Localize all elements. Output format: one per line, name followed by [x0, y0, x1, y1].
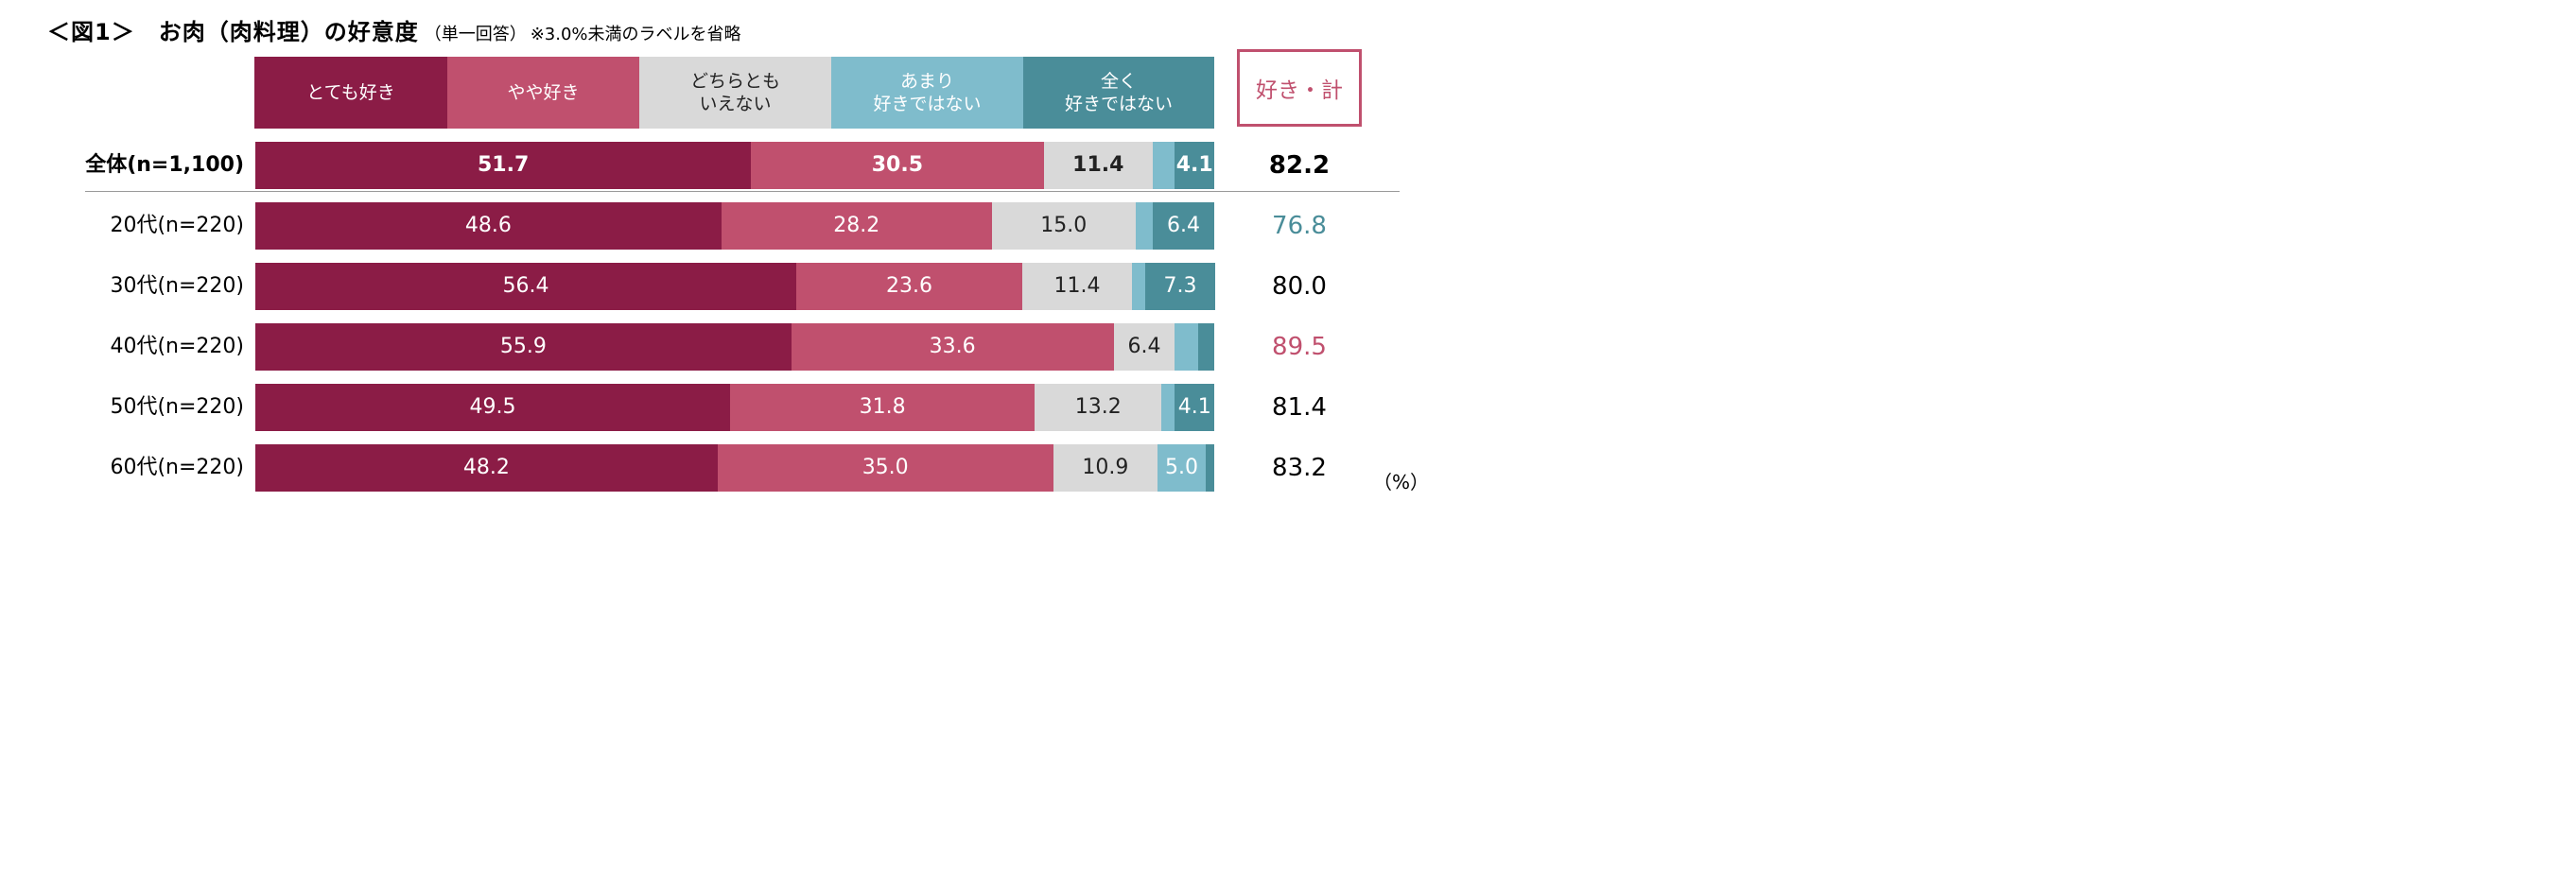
- data-label: 23.6: [886, 274, 933, 298]
- data-label: 30.5: [871, 153, 923, 177]
- bar-segment: [1022, 263, 1132, 310]
- chart-title: ＜図1＞ お肉（肉料理）の好意度 （単一回答） ※3.0%未満のラベルを省略: [47, 13, 741, 46]
- bar-segment: [1135, 202, 1154, 250]
- data-label: 4.1: [1177, 395, 1211, 419]
- bar-segment: [1205, 444, 1214, 492]
- data-label: 11.4: [1053, 274, 1101, 298]
- bar-segment: [255, 202, 722, 250]
- bar-segment: [255, 263, 796, 310]
- data-label: 28.2: [833, 214, 880, 237]
- bar-segment: [1161, 384, 1175, 431]
- data-label: 6.4: [1127, 335, 1161, 358]
- bar-segment: [1153, 202, 1214, 250]
- bar-segment: [1175, 142, 1214, 189]
- bar-segment: [791, 323, 1114, 371]
- legend-item-2: どちらとも いえない: [639, 57, 831, 129]
- data-label: 51.7: [477, 153, 530, 177]
- unit-label: （%）: [1373, 471, 1430, 493]
- bar-segment: [1175, 384, 1214, 431]
- bar-segment: [751, 142, 1044, 189]
- total-value: 76.8: [1272, 212, 1327, 240]
- divider: [85, 191, 1400, 192]
- data-label: 31.8: [859, 395, 906, 419]
- data-label: 7.3: [1163, 274, 1197, 298]
- bar-segment: [1113, 323, 1175, 371]
- total-value: 81.4: [1272, 393, 1327, 422]
- title-main: ＜図1＞ お肉（肉料理）の好意度: [47, 19, 419, 45]
- category-label: 20代(n=220): [110, 214, 244, 237]
- bar-segment: [991, 202, 1136, 250]
- total-value: 82.2: [1268, 151, 1331, 180]
- category-label: 30代(n=220): [110, 274, 244, 298]
- bar-segment: [255, 384, 730, 431]
- bar-segment: [1053, 444, 1158, 492]
- title-sub: （単一回答）: [424, 25, 527, 44]
- bar-segment: [1153, 142, 1175, 189]
- bar-segment: [1043, 142, 1154, 189]
- bar-segment: [721, 202, 992, 250]
- bar-segment: [795, 263, 1023, 310]
- bar-segment: [255, 444, 718, 492]
- bar-segment: [717, 444, 1053, 492]
- bar-segment: [255, 142, 752, 189]
- bar-segment: [1175, 323, 1198, 371]
- data-label: 56.4: [502, 274, 549, 298]
- data-label: 49.5: [469, 395, 516, 419]
- legend-item-1: やや好き: [447, 57, 639, 129]
- data-label: 5.0: [1165, 456, 1199, 479]
- category-label: 60代(n=220): [110, 456, 244, 479]
- data-label: 10.9: [1082, 456, 1129, 479]
- total-value: 83.2: [1272, 454, 1327, 482]
- bar-segment: [729, 384, 1036, 431]
- category-label: 全体(n=1,100): [85, 153, 244, 177]
- total-header: 好き・計: [1237, 49, 1362, 127]
- data-label: 4.1: [1175, 153, 1213, 177]
- bar-segment: [1035, 384, 1162, 431]
- data-label: 13.2: [1074, 395, 1122, 419]
- data-label: 11.4: [1072, 153, 1124, 177]
- legend-item-0: とても好き: [254, 57, 447, 129]
- data-label: 48.2: [462, 456, 510, 479]
- bar-segment: [1144, 263, 1215, 310]
- legend-item-3: あまり 好きではない: [831, 57, 1023, 129]
- title-note: ※3.0%未満のラベルを省略: [530, 25, 741, 44]
- bar-segment: [255, 323, 792, 371]
- data-label: 15.0: [1040, 214, 1088, 237]
- legend-item-4: 全く 好きではない: [1023, 57, 1214, 129]
- total-value: 89.5: [1272, 333, 1327, 361]
- bar-segment: [1131, 263, 1145, 310]
- total-value: 80.0: [1272, 272, 1327, 301]
- bar-segment: [1157, 444, 1206, 492]
- data-label: 6.4: [1167, 214, 1201, 237]
- category-label: 40代(n=220): [110, 335, 244, 358]
- data-label: 35.0: [862, 456, 909, 479]
- category-label: 50代(n=220): [110, 395, 244, 419]
- data-label: 55.9: [499, 335, 547, 358]
- bar-segment: [1197, 323, 1214, 371]
- data-label: 33.6: [929, 335, 976, 358]
- data-label: 48.6: [464, 214, 512, 237]
